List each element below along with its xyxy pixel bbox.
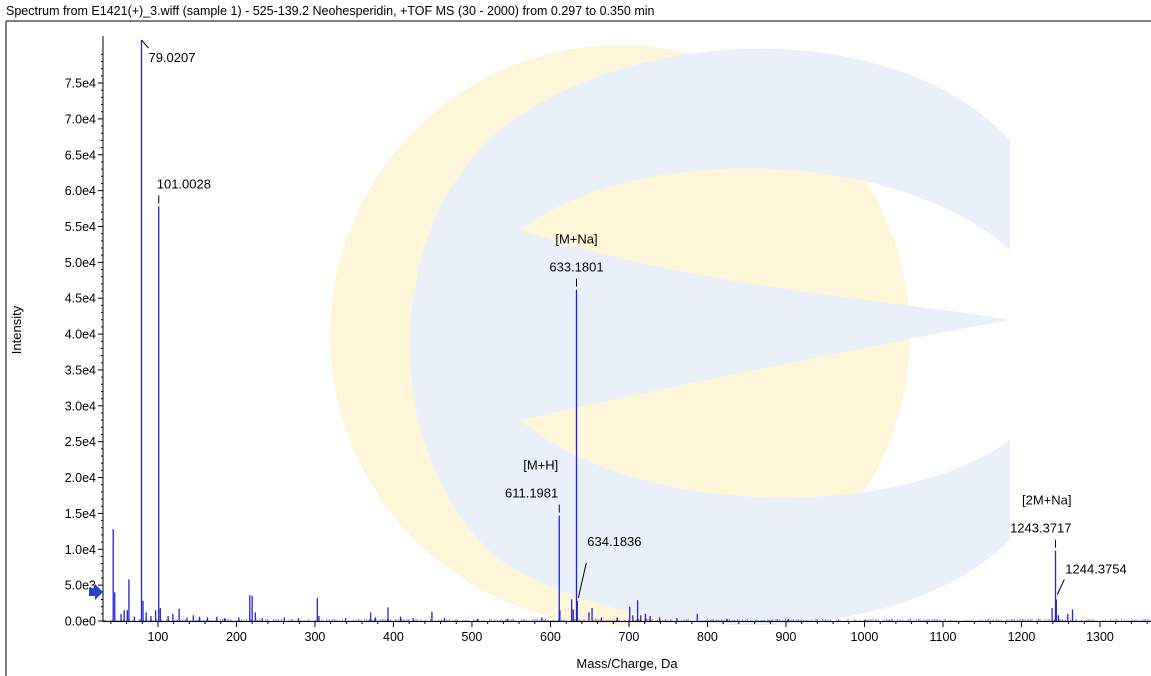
peak-label: 633.1801 (549, 260, 603, 275)
x-tick-label: 600 (540, 630, 561, 644)
x-tick-label: 300 (305, 630, 326, 644)
frame-border (5, 20, 1151, 676)
y-tick-label: 4.0e4 (65, 328, 96, 342)
peak-annotation: [2M+Na] (1022, 493, 1072, 508)
x-tick-label: 500 (462, 630, 483, 644)
x-tick-label: 1200 (1008, 630, 1036, 644)
peak-label-leader (1056, 579, 1065, 595)
x-tick-label: 800 (697, 630, 718, 644)
peak-labels: 79.0207 101.0028 633.1801 [M+Na] 611.1981 [M+… (141, 39, 1127, 599)
peak-annotation: [M+H] (523, 458, 558, 473)
watermark-logo (330, 45, 1010, 626)
x-tick-label: 900 (776, 630, 797, 644)
x-tick-label: 1300 (1086, 630, 1114, 644)
y-tick-label: 5.0e4 (65, 256, 96, 270)
x-tick-label: 1000 (851, 630, 879, 644)
watermark-blue-shape (410, 48, 1010, 626)
y-axis-label: Intensity (9, 305, 24, 354)
peak-label-leader (577, 562, 587, 599)
y-tick-label: 2.5e4 (65, 435, 96, 449)
y-tick-label: 3.5e4 (65, 363, 96, 377)
x-axis-ticks: 100 200 300 400 500 600 700 800 900 1000 1100 1200 1… (110, 621, 1148, 644)
window-title: Spectrum from E1421(+)_3.wiff (sample 1)… (6, 4, 655, 18)
y-tick-label: 1.0e4 (65, 543, 96, 557)
peak-label: 79.0207 (148, 50, 195, 65)
peak-label-leader (141, 39, 149, 49)
x-tick-label: 700 (619, 630, 640, 644)
threshold-arrow-icon[interactable] (89, 584, 103, 600)
peak-annotation: [M+Na] (555, 232, 597, 247)
y-axis-ticks: 0.0e0 5.0e3 1.0e4 1.5e4 2.0e4 2.5e4 3.0e4 3.5e4… (65, 53, 103, 629)
x-axis-label: Mass/Charge, Da (576, 656, 678, 671)
x-tick-label: 400 (383, 630, 404, 644)
x-tick-label: 1100 (930, 630, 957, 644)
y-tick-label: 6.5e4 (65, 148, 96, 162)
y-tick-label: 0.0e0 (65, 615, 96, 629)
y-tick-label: 3.0e4 (65, 399, 96, 413)
y-tick-label: 2.0e4 (65, 471, 96, 485)
y-tick-label: 6.0e4 (65, 184, 96, 198)
y-tick-label: 5.5e4 (65, 220, 96, 234)
peak-label: 1244.3754 (1065, 561, 1126, 576)
spectrum-peaks (103, 40, 1151, 621)
peak-label: 611.1981 (505, 486, 558, 501)
y-tick-label: 5.0e3 (65, 579, 96, 593)
peak-label: 101.0028 (157, 176, 211, 191)
y-tick-label: 1.5e4 (65, 507, 96, 521)
y-tick-label: 7.5e4 (65, 77, 96, 91)
x-tick-label: 100 (148, 630, 169, 644)
x-tick-label: 200 (226, 630, 247, 644)
peak-label: 634.1836 (587, 534, 641, 549)
y-tick-label: 4.5e4 (65, 292, 96, 306)
baseline-noise (103, 618, 1151, 621)
y-tick-label: 7.0e4 (65, 112, 96, 126)
peak-label: 1243.3717 (1010, 521, 1071, 536)
